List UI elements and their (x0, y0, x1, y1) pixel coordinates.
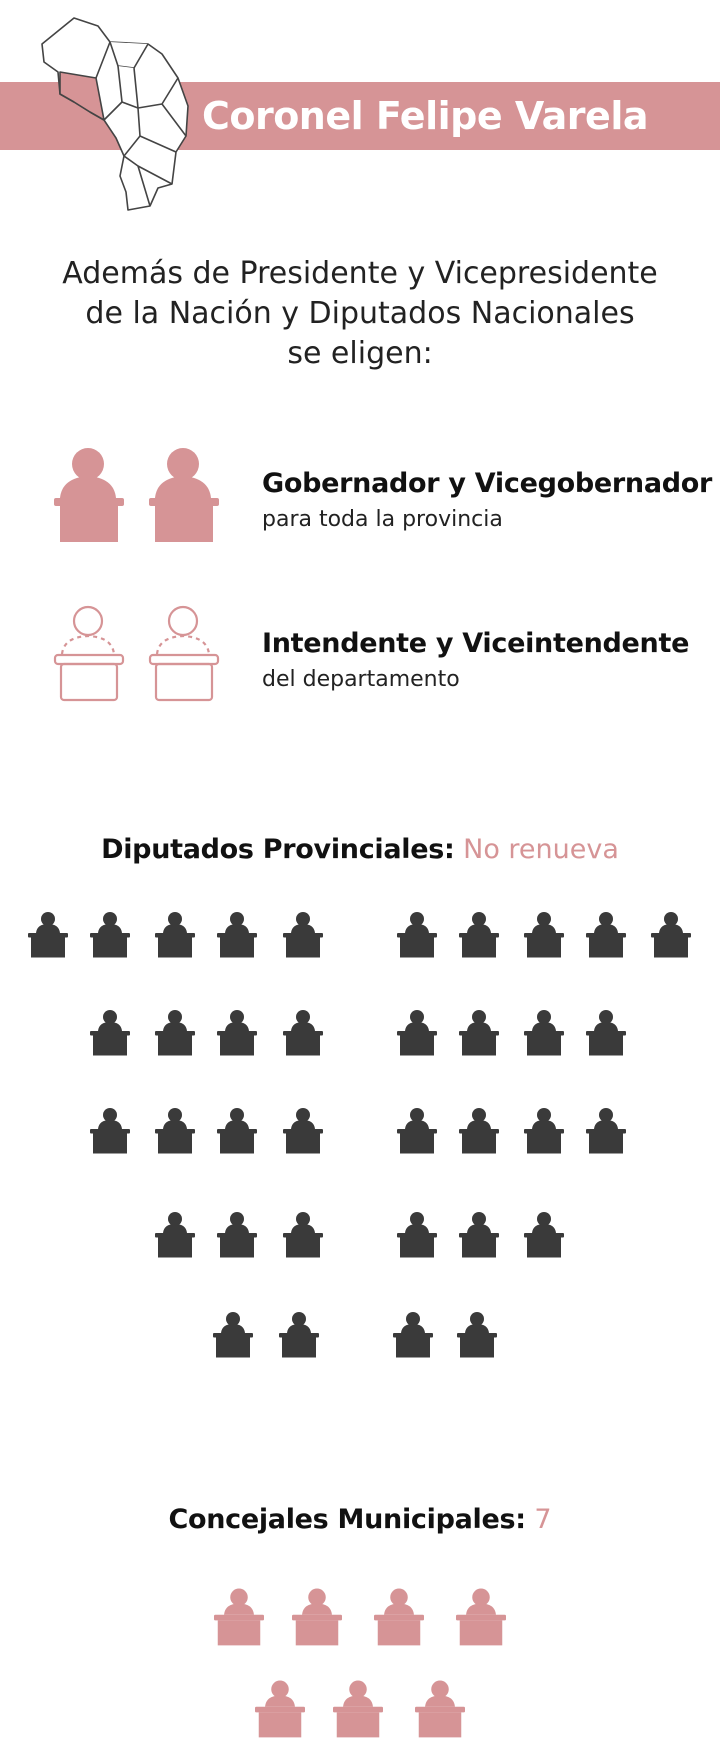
diputado-seat-icon (524, 912, 564, 958)
concejales-count: 7 (534, 1504, 552, 1535)
speaker-at-podium-filled-icon (149, 448, 219, 542)
diputado-seat-icon (155, 1212, 195, 1258)
governor-subtitle: para toda la provincia (262, 507, 503, 532)
speaker-at-podium-outline-icon (148, 605, 220, 702)
diputado-seat-icon (459, 1010, 499, 1056)
diputado-seat-icon (397, 912, 437, 958)
diputado-seat-icon (586, 912, 626, 958)
mayor-subtitle: del departamento (262, 667, 460, 692)
concejal-seat-icon (255, 1680, 305, 1738)
concejal-seat-icon (333, 1680, 383, 1738)
diputado-seat-icon (459, 1212, 499, 1258)
governor-title: Gobernador y Vicegobernador (262, 468, 713, 499)
diputado-seat-icon (279, 1312, 319, 1358)
diputado-seat-icon (459, 1108, 499, 1154)
diputado-seat-icon (459, 912, 499, 958)
diputado-seat-icon (217, 1212, 257, 1258)
diputado-seat-icon (283, 1010, 323, 1056)
diputado-seat-icon (524, 1212, 564, 1258)
diputado-seat-icon (217, 1010, 257, 1056)
province-map-icon (41, 17, 189, 211)
diputados-heading: Diputados Provinciales: No renueva (0, 834, 720, 865)
diputado-seat-icon (397, 1108, 437, 1154)
diputado-seat-icon (155, 912, 195, 958)
concejal-seat-icon (374, 1588, 424, 1646)
diputado-seat-icon (90, 1108, 130, 1154)
diputado-seat-icon (28, 912, 68, 958)
intro-line-2: de la Nación y Diputados Nacionales (85, 296, 635, 331)
diputado-seat-icon (397, 1010, 437, 1056)
concejal-seat-icon (415, 1680, 465, 1738)
concejales-heading: Concejales Municipales: 7 (0, 1504, 720, 1535)
concejal-seat-icon (456, 1588, 506, 1646)
governor-icons (54, 448, 219, 542)
diputado-seat-icon (213, 1312, 253, 1358)
diputado-seat-icon (155, 1010, 195, 1056)
diputado-seat-icon (586, 1108, 626, 1154)
diputado-seat-icon (524, 1108, 564, 1154)
diputado-seat-icon (524, 1010, 564, 1056)
mayor-office: Intendente y Viceintendente del departam… (262, 628, 702, 692)
diputado-seat-icon (155, 1108, 195, 1154)
mayor-icons (53, 605, 220, 702)
concejales-label: Concejales Municipales: (168, 1504, 526, 1535)
intro-text: Además de Presidente y Vicepresidente de… (40, 254, 680, 374)
diputado-seat-icon (217, 912, 257, 958)
diputado-seat-icon (651, 912, 691, 958)
diputado-seat-icon (90, 912, 130, 958)
diputado-seat-icon (283, 1108, 323, 1154)
intro-line-3: se eligen: (287, 336, 433, 371)
diputado-seat-icon (393, 1312, 433, 1358)
diputados-label: Diputados Provinciales: (101, 834, 455, 865)
diputados-status: No renueva (463, 834, 619, 865)
department-title: Coronel Felipe Varela (201, 94, 649, 138)
diputado-seat-icon (397, 1212, 437, 1258)
governor-office: Gobernador y Vicegobernador para toda la… (262, 468, 713, 532)
concejal-seat-icon (292, 1588, 342, 1646)
diputado-seat-icon (217, 1108, 257, 1154)
diputado-seat-icon (90, 1010, 130, 1056)
mayor-title: Intendente y Viceintendente (262, 628, 690, 659)
intro-line-1: Además de Presidente y Vicepresidente (62, 256, 658, 291)
diputado-seat-icon (457, 1312, 497, 1358)
speaker-at-podium-outline-icon (53, 605, 125, 702)
diputado-seat-icon (283, 912, 323, 958)
concejal-seat-icon (214, 1588, 264, 1646)
speaker-at-podium-filled-icon (54, 448, 124, 542)
diputado-seat-icon (586, 1010, 626, 1056)
diputado-seat-icon (283, 1212, 323, 1258)
